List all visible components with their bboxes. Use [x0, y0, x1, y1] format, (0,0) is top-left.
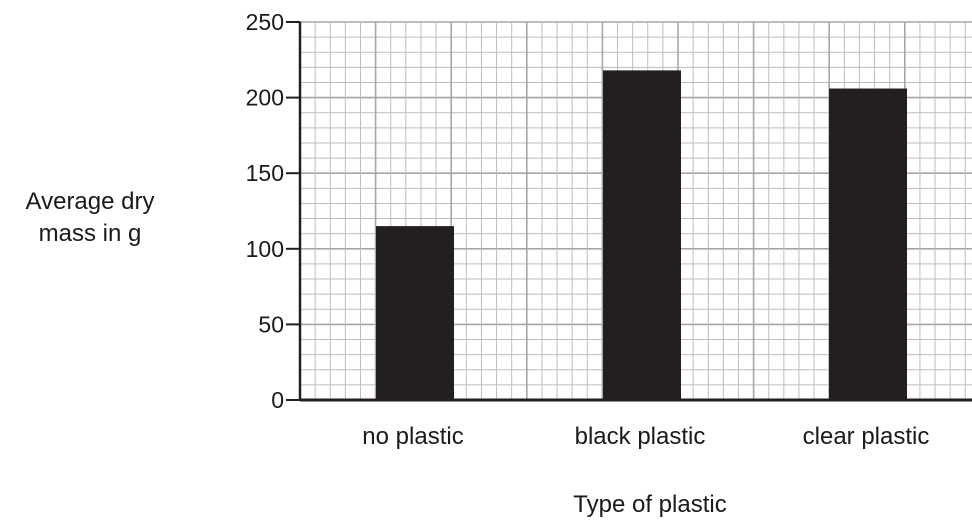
y-tick-labels: 0 50 100 150 200 250 — [246, 9, 284, 413]
y-axis-label-line-2: mass in g — [38, 220, 142, 247]
y-tick-label: 50 — [258, 311, 284, 337]
bar — [829, 88, 907, 400]
y-tick-label: 0 — [271, 387, 284, 413]
y-tick-label: 200 — [246, 85, 284, 111]
y-tick-label: 100 — [246, 236, 284, 262]
category-label: black plastic — [575, 423, 706, 450]
category-label: no plastic — [362, 423, 463, 450]
y-tick-label: 150 — [246, 160, 284, 186]
y-tick-label: 250 — [246, 9, 284, 35]
axes — [286, 21, 972, 402]
category-labels: no plastic black plastic clear plastic — [362, 423, 929, 450]
x-axis-label: Type of plastic — [573, 491, 727, 518]
category-label: clear plastic — [803, 423, 930, 450]
bars — [376, 70, 907, 400]
y-axis-label-line-1: Average dry — [25, 188, 155, 215]
y-axis-label: Average dry mass in g — [0, 186, 180, 250]
bar — [603, 70, 681, 400]
bar — [376, 226, 454, 400]
